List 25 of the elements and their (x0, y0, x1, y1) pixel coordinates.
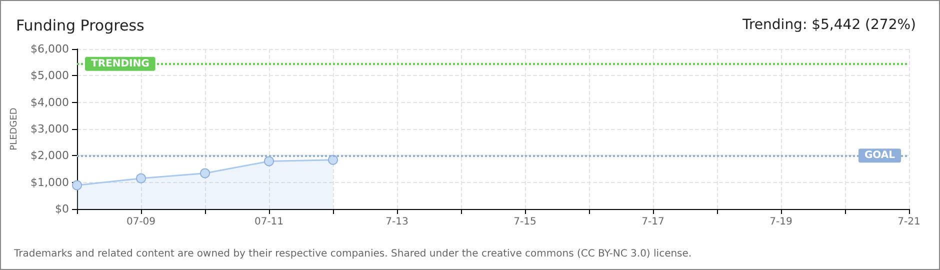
y-tick-label: $0 (55, 202, 69, 216)
ref-line-label: TRENDING (91, 58, 150, 70)
text: Trademarks and related content are owned by their respective companies. Shared under the creative commons (CC BY-NC 3.0) license. (13, 248, 692, 260)
point (72, 180, 82, 190)
chart-subtitle: Trending: $5,442 (272%) (741, 17, 916, 33)
y-axis-title: PLEDGED (10, 108, 20, 150)
point (136, 173, 146, 184)
point (328, 154, 338, 165)
x-tick-label: 7-21 (898, 216, 920, 228)
chart-title: Funding Progress (16, 16, 145, 34)
x-tick-label: 7-19 (770, 216, 792, 228)
x-tick-label: 07-09 (126, 216, 156, 228)
y-tick-label: $2,000 (30, 149, 69, 162)
y-tick-label: $1,000 (30, 176, 69, 189)
y-tick-label: $6,000 (30, 42, 69, 56)
y-tick-label: $5,000 (30, 69, 69, 82)
x-tick-label: 7-17 (642, 216, 664, 228)
x-tick-label: 07-11 (254, 216, 284, 228)
x-tick-label: 7-15 (514, 216, 536, 228)
y-tick-label: $3,000 (30, 122, 69, 136)
ref-line-label: GOAL (864, 150, 896, 162)
point (200, 168, 210, 178)
point (264, 156, 274, 166)
y-tick-label: $4,000 (30, 96, 69, 109)
x-tick-label: 7-13 (386, 216, 408, 228)
